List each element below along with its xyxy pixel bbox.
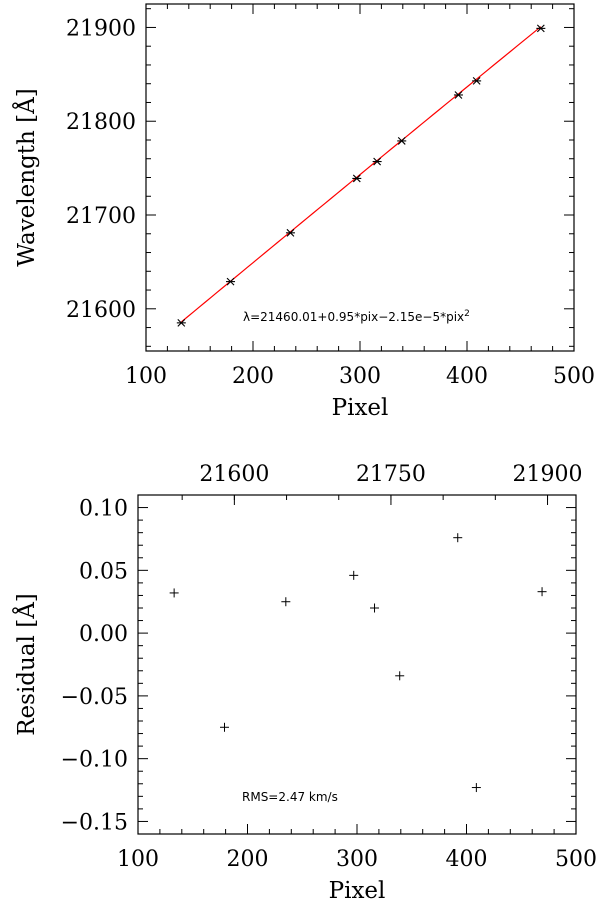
data-point xyxy=(169,588,179,598)
y-tick-label: 0.05 xyxy=(79,559,128,584)
fit-line xyxy=(180,26,542,323)
top-x-tick-label: 21750 xyxy=(356,462,426,487)
data-point xyxy=(472,77,482,85)
data-point xyxy=(220,722,230,732)
top-x-tick-label: 21600 xyxy=(199,462,269,487)
marker-stroke xyxy=(536,24,545,33)
y-tick-label: −0.15 xyxy=(61,810,128,835)
y-tick-label: 0.00 xyxy=(79,622,128,647)
x-tick-label: 500 xyxy=(553,364,595,389)
x-axis-title: Pixel xyxy=(329,878,386,904)
x-tick-label: 300 xyxy=(336,847,378,872)
x-tick-label: 400 xyxy=(446,847,488,872)
data-point xyxy=(453,533,463,543)
plot-frame xyxy=(145,3,575,352)
x-axis-title: Pixel xyxy=(332,395,389,421)
x-tick-label: 300 xyxy=(339,364,381,389)
x-tick-label: 400 xyxy=(446,364,488,389)
rms-label: RMS=2.47 km/s xyxy=(242,790,338,804)
data-point xyxy=(395,671,405,681)
marker-stroke xyxy=(454,91,463,99)
marker-stroke xyxy=(177,318,186,327)
y-tick-label: 21600 xyxy=(66,298,136,323)
y-tick-label: 21800 xyxy=(66,110,136,135)
data-point xyxy=(285,228,295,237)
data-point xyxy=(453,91,463,99)
x-tick-label: 100 xyxy=(117,847,159,872)
marker-stroke xyxy=(373,157,382,166)
data-point xyxy=(176,318,186,327)
marker-stroke xyxy=(397,137,406,145)
data-point xyxy=(226,277,236,286)
data-point xyxy=(281,597,291,607)
wavelength-solution-panel: 100 200 300 400 500 21600 21700 21800 21900 Pixel… xyxy=(12,3,595,421)
y-tick-label: 21700 xyxy=(66,204,136,229)
data-point xyxy=(352,174,362,183)
x-tick-label: 200 xyxy=(227,847,269,872)
fit-equation-label: λ=21460.01+0.95*pix−2.15e−5*pix2 xyxy=(243,309,470,324)
y-tick-label: 21900 xyxy=(66,16,136,41)
marker-stroke xyxy=(286,228,295,237)
residual-panel: 100 200 300 400 500 21600 21750 21900 0.10 0.05 0.… xyxy=(12,462,597,904)
marker-stroke xyxy=(472,77,481,85)
data-point xyxy=(372,157,382,166)
x-tick-label: 100 xyxy=(125,364,167,389)
fit-equation-text: λ=21460.01+0.95*pix−2.15e−5*pix xyxy=(243,310,464,324)
top-x-tick-label: 21900 xyxy=(513,462,583,487)
y-tick-label: −0.05 xyxy=(61,685,128,710)
data-point xyxy=(536,24,546,33)
plot-frame xyxy=(137,494,577,835)
y-tick-label: −0.10 xyxy=(61,748,128,773)
data-point xyxy=(397,137,407,145)
y-tick-label: 0.10 xyxy=(79,497,128,522)
data-point xyxy=(370,603,380,613)
data-point xyxy=(349,570,359,580)
x-tick-label: 500 xyxy=(555,847,597,872)
marker-stroke xyxy=(352,174,361,183)
data-point xyxy=(537,587,547,597)
data-point xyxy=(471,783,481,793)
marker-stroke xyxy=(226,277,235,286)
x-tick-label: 200 xyxy=(232,364,274,389)
y-axis-title: Wavelength [Å] xyxy=(12,88,40,266)
y-axis-title: Residual [Å] xyxy=(12,593,40,736)
fit-equation-superscript: 2 xyxy=(464,309,470,319)
